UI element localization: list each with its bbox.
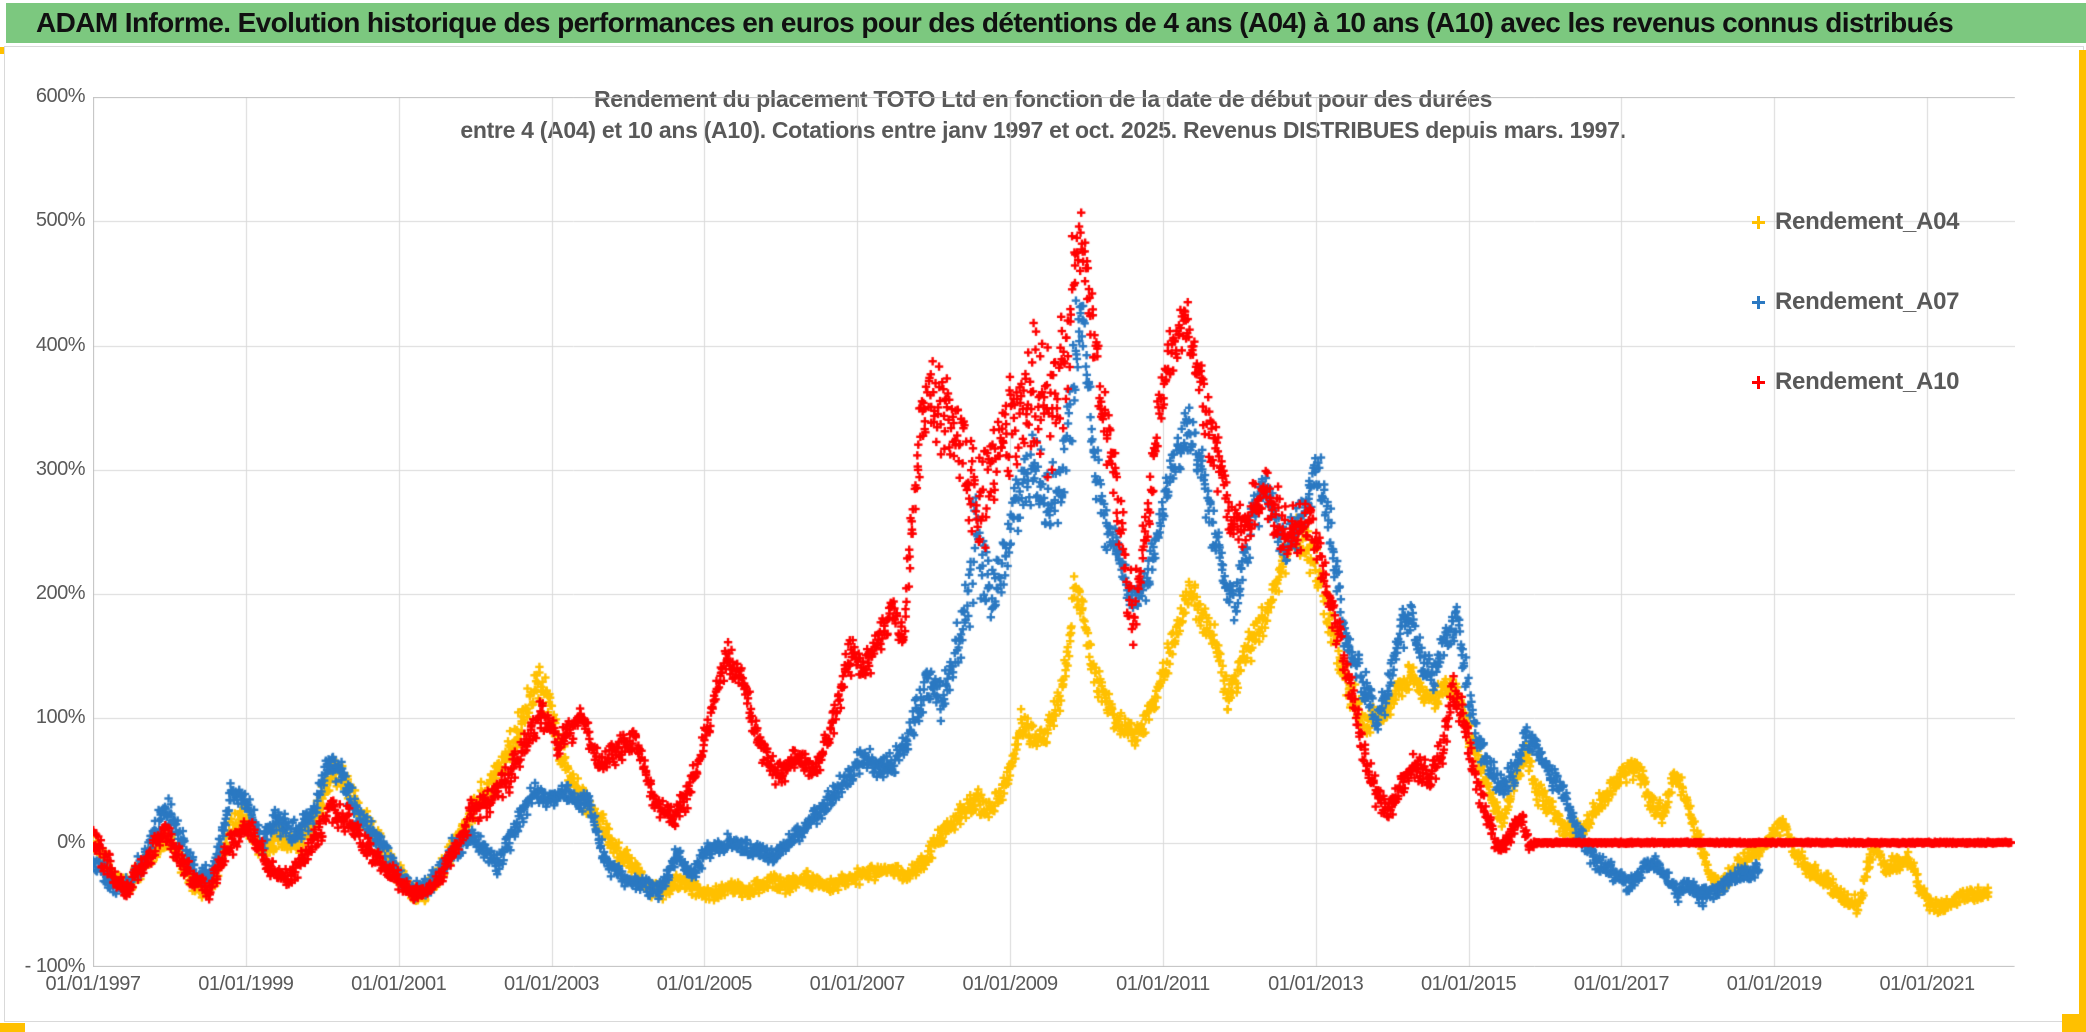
- y-axis-tick-label: 600%: [35, 85, 86, 107]
- y-axis-tick-label: 300%: [35, 457, 86, 480]
- legend-item: Rendement_A07: [1752, 284, 1959, 320]
- legend-item-label: Rendement_A04: [1775, 208, 1960, 235]
- x-axis-tick-label: 01/01/2019: [1726, 973, 1823, 995]
- x-axis-tick-label: 01/01/2015: [1421, 973, 1517, 995]
- y-axis-tick-label: 500%: [35, 209, 86, 232]
- y-axis-tick-label: 100%: [35, 706, 86, 729]
- plot-area-canvas: [93, 97, 2015, 967]
- banner-title: ADAM Informe. Evolution historique des p…: [36, 7, 1954, 38]
- plus-marker-icon: [1752, 375, 1765, 389]
- x-axis-tick-label: 01/01/2003: [503, 973, 600, 995]
- y-axis-tick-label: 400%: [35, 333, 86, 356]
- y-axis-tick-label: 0%: [57, 830, 85, 853]
- gold-accent-bottom-right: [2062, 1014, 2086, 1032]
- gold-accent-bottom-left: [0, 1023, 25, 1032]
- legend-item-label: Rendement_A07: [1775, 288, 1960, 315]
- banner: ADAM Informe. Evolution historique des p…: [6, 3, 2086, 43]
- plus-marker-icon: [1752, 215, 1765, 229]
- x-axis-tick-label: 01/01/2001: [351, 973, 447, 995]
- legend-item: Rendement_A04: [1752, 204, 1959, 240]
- gold-accent-right-strip: [2079, 50, 2086, 1032]
- x-axis-tick-label: 01/01/2017: [1573, 973, 1670, 995]
- plus-marker-icon: [1752, 295, 1765, 309]
- legend: Rendement_A04 Rendement_A07 Rendement_A10: [1752, 204, 1959, 444]
- x-axis-tick-label: 01/01/2009: [962, 973, 1058, 995]
- y-axis-tick-label: 200%: [35, 582, 86, 605]
- x-axis-tick-label: 01/01/1997: [45, 973, 141, 995]
- x-axis-tick-label: 01/01/2007: [809, 973, 906, 995]
- x-axis-tick-label: 01/01/2011: [1116, 973, 1210, 995]
- y-axis-tick-label: - 100%: [24, 955, 86, 977]
- legend-item: Rendement_A10: [1752, 364, 1959, 400]
- legend-item-label: Rendement_A10: [1775, 368, 1960, 395]
- x-axis-tick-label: 01/01/2005: [656, 973, 753, 995]
- x-axis-tick-label: 01/01/2013: [1268, 973, 1364, 995]
- x-axis-tick-label: 01/01/2021: [1879, 973, 1976, 995]
- x-axis-tick-label: 01/01/1999: [198, 973, 294, 995]
